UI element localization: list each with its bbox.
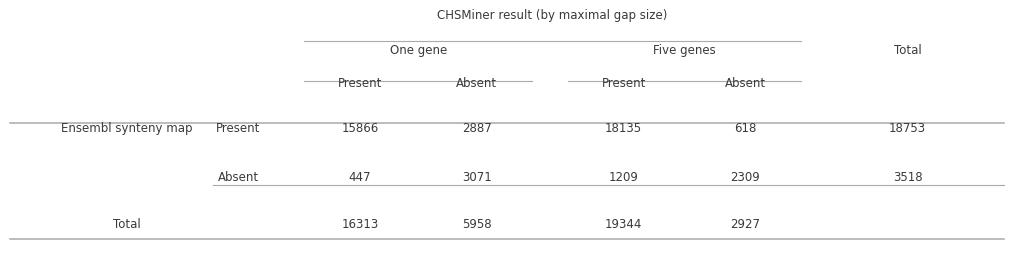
Text: Five genes: Five genes xyxy=(653,44,716,57)
Text: 3071: 3071 xyxy=(461,171,492,183)
Text: 18753: 18753 xyxy=(889,122,926,135)
Text: Absent: Absent xyxy=(725,77,766,90)
Text: 2887: 2887 xyxy=(461,122,492,135)
Text: 19344: 19344 xyxy=(605,218,642,231)
Text: 447: 447 xyxy=(349,171,371,183)
Text: 1209: 1209 xyxy=(608,171,639,183)
Text: One gene: One gene xyxy=(389,44,447,57)
Text: Present: Present xyxy=(338,77,382,90)
Text: Total: Total xyxy=(893,44,922,57)
Text: 18135: 18135 xyxy=(605,122,642,135)
Text: Present: Present xyxy=(216,122,261,135)
Text: 5958: 5958 xyxy=(461,218,492,231)
Text: Ensembl synteny map: Ensembl synteny map xyxy=(61,122,193,135)
Text: 16313: 16313 xyxy=(342,218,378,231)
Text: Total: Total xyxy=(113,218,141,231)
Text: 618: 618 xyxy=(734,122,756,135)
Text: Present: Present xyxy=(601,77,646,90)
Text: 2309: 2309 xyxy=(730,171,760,183)
Text: Absent: Absent xyxy=(218,171,259,183)
Text: 3518: 3518 xyxy=(892,171,923,183)
Text: Absent: Absent xyxy=(456,77,497,90)
Text: 2927: 2927 xyxy=(730,218,760,231)
Text: 15866: 15866 xyxy=(342,122,378,135)
Text: CHSMiner result (by maximal gap size): CHSMiner result (by maximal gap size) xyxy=(437,9,668,22)
